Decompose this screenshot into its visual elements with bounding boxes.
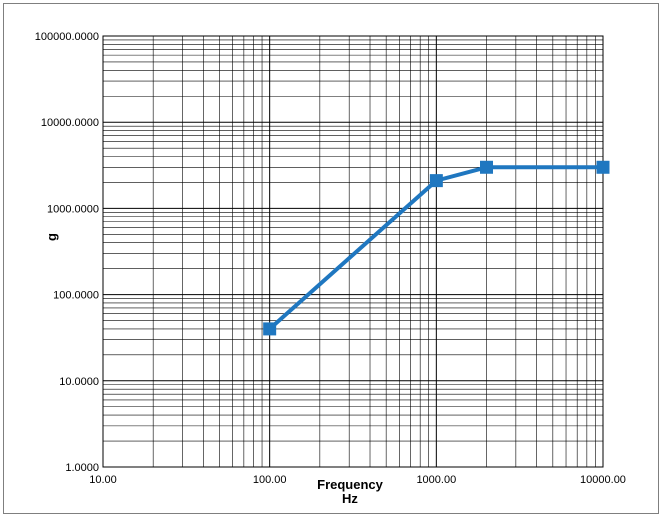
minor-gridlines (103, 36, 603, 467)
x-tick-label: 1000.00 (416, 474, 456, 486)
x-tick-label: 100.00 (253, 474, 287, 486)
x-axis-unit: Hz (342, 491, 358, 506)
y-tick-label: 1.0000 (65, 462, 99, 474)
major-gridlines (102, 36, 603, 468)
x-tick-label: 10.00 (89, 474, 117, 486)
y-tick-label: 10000.0000 (41, 117, 99, 129)
x-tick-labels: 10.00 100.00 1000.00 10000.00 (89, 474, 626, 486)
y-tick-label: 1000.0000 (47, 203, 99, 215)
series-group (263, 160, 610, 336)
y-tick-labels: 1.0000 10.0000 100.0000 1000.0000 10000.0000… (35, 31, 99, 474)
x-axis-title: Frequency (317, 477, 384, 492)
y-axis-title: g (44, 233, 59, 241)
data-point-marker (480, 160, 494, 174)
y-tick-label: 100000.0000 (35, 31, 99, 43)
chart-frame (3, 3, 659, 514)
y-tick-label: 100.0000 (53, 290, 99, 302)
data-point-marker (263, 322, 277, 336)
series-line (268, 165, 603, 331)
y-tick-label: 10.0000 (59, 376, 99, 388)
plot-area-border (102, 35, 604, 468)
data-point-marker (429, 174, 443, 188)
data-point-marker (596, 160, 610, 174)
x-tick-label: 10000.00 (580, 474, 626, 486)
